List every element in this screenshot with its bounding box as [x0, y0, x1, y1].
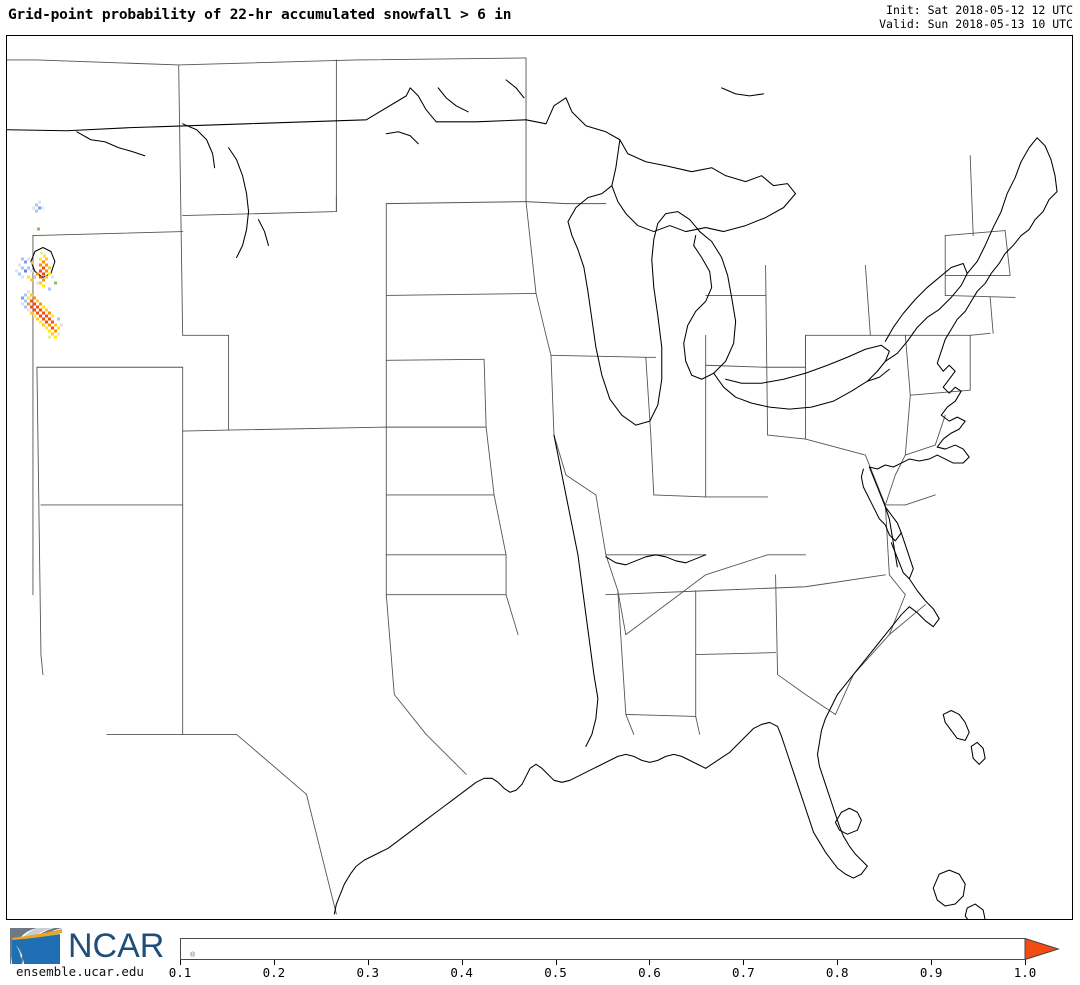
map-panel[interactable] — [6, 35, 1073, 920]
colorbar-tick-mark — [461, 960, 463, 965]
colorbar-tick-label: 0.4 — [450, 965, 473, 980]
colorbar-tick-label: 0.6 — [638, 965, 661, 980]
colorbar-tick-label: 0.2 — [262, 965, 286, 980]
colorbar-tick-label: 0.7 — [732, 965, 755, 980]
page-title: Grid-point probability of 22-hr accumula… — [8, 7, 512, 23]
colorbar-gradient — [180, 938, 1060, 960]
ensemble-url-label: ensemble.ucar.edu — [16, 964, 144, 979]
colorbar-tick-mark — [555, 960, 557, 965]
ncar-wordmark: NCAR — [68, 927, 165, 965]
init-time-label: Init: Sat 2018-05-12 12 UTC — [886, 3, 1073, 17]
colorbar-tick-mark — [180, 960, 181, 965]
colorbar-tick-label: 0.9 — [919, 965, 943, 980]
colorbar-tick-mark — [931, 960, 933, 965]
map-geography — [7, 57, 1058, 919]
colorbar-tick-mark — [1025, 960, 1026, 965]
colorbar-tick-label: 0.3 — [356, 965, 380, 980]
colorbar-tick-label: 0.8 — [825, 965, 849, 980]
colorbar[interactable]: 0.1 0.2 0.3 0.4 0.5 0.6 0.7 0.8 0.9 1.0 — [169, 938, 1060, 982]
colorbar-tick-label: 0.5 — [544, 965, 567, 980]
ncar-swoosh-icon — [10, 928, 62, 964]
colorbar-tick-mark — [649, 960, 651, 965]
colorbar-tick-mark — [273, 960, 275, 965]
registered-trademark-mark: ® — [190, 952, 196, 959]
colorbar-tick-mark — [743, 960, 745, 965]
colorbar-ticks: 0.1 0.2 0.3 0.4 0.5 0.6 0.7 0.8 0.9 1.0 — [169, 960, 1060, 982]
footer-bar: NCAR ® ensemble.ucar.edu 0.1 0.2 0.3 0.4 0.5… — [0, 920, 1080, 985]
colorbar-tick-label: 1.0 — [1013, 965, 1037, 980]
colorbar-tick-mark — [837, 960, 839, 965]
colorbar-tick-mark — [367, 960, 369, 965]
ncar-logo[interactable]: NCAR ® ensemble.ucar.edu — [8, 926, 195, 979]
colorbar-tick-label: 0.1 — [168, 965, 192, 980]
valid-time-label: Valid: Sun 2018-05-13 10 UTC — [879, 17, 1073, 31]
header-bar: Grid-point probability of 22-hr accumula… — [0, 0, 1080, 35]
forecast-timestamps: Init: Sat 2018-05-12 12 UTC Valid: Sun 2… — [879, 3, 1073, 31]
